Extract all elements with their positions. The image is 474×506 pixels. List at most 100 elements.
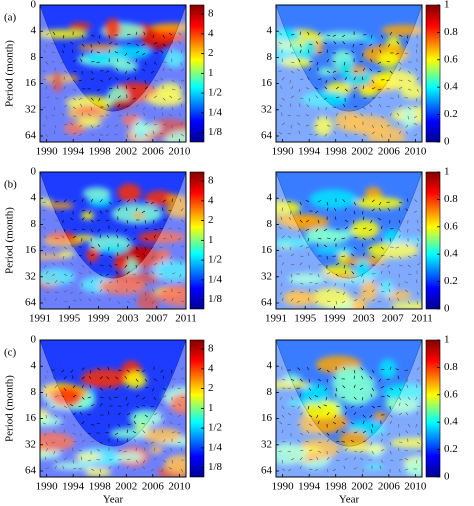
field-blob <box>153 260 186 282</box>
phase-arrow <box>299 412 303 416</box>
phase-arrow <box>153 95 157 99</box>
phase-arrow <box>343 246 346 251</box>
phase-arrow <box>317 420 320 425</box>
phase-arrow <box>388 297 391 302</box>
colorbar-tick-label: 1 <box>444 334 450 346</box>
phase-arrow <box>296 300 301 303</box>
phase-arrow <box>407 264 411 268</box>
phase-arrow <box>369 414 373 418</box>
phase-arrow <box>45 291 50 294</box>
phase-arrow <box>289 441 292 446</box>
phase-arrow <box>99 468 102 473</box>
phase-arrow <box>87 459 92 462</box>
phase-arrow <box>180 245 185 248</box>
x-tick-label: 1995 <box>58 313 81 325</box>
phase-arrow <box>90 61 95 63</box>
colorbar-tick-label: 0 <box>444 471 450 483</box>
phase-arrow <box>63 123 68 126</box>
phase-arrow <box>135 104 139 108</box>
phase-arrow <box>99 376 103 380</box>
phase-arrow <box>370 219 373 224</box>
phase-arrow <box>54 279 58 284</box>
heatmap-field <box>40 172 186 309</box>
phase-arrow <box>398 104 402 108</box>
phase-arrow <box>63 133 68 135</box>
x-tick-label: 1994 <box>62 481 85 493</box>
phase-arrow <box>353 431 358 434</box>
phase-arrow <box>153 412 158 416</box>
phase-arrow <box>162 67 165 72</box>
phase-arrow <box>299 378 303 382</box>
phase-arrow <box>99 79 104 82</box>
phase-arrow <box>153 457 157 461</box>
phase-arrow <box>54 291 59 294</box>
field-blob <box>169 393 186 415</box>
phase-arrow <box>341 431 346 434</box>
phase-arrow <box>126 385 130 389</box>
phase-arrow <box>287 132 292 135</box>
phase-arrow <box>395 246 400 249</box>
field-blob <box>276 237 313 249</box>
y-tick-label: 4 <box>31 192 37 204</box>
phase-arrow <box>162 97 166 101</box>
phase-arrow <box>63 70 68 73</box>
phase-arrow <box>371 131 375 135</box>
colorbar-tick-label: 4 <box>208 27 214 39</box>
phase-arrow <box>171 459 174 464</box>
phase-arrow <box>52 262 56 266</box>
phase-arrow <box>297 405 301 409</box>
phase-arrow <box>180 396 185 399</box>
field-blob <box>382 229 403 245</box>
phase-arrow <box>180 300 185 303</box>
phase-arrow <box>307 252 310 257</box>
phase-arrow <box>126 412 131 416</box>
phase-arrow <box>353 76 356 81</box>
phase-arrow <box>160 369 164 373</box>
phase-arrow <box>54 384 58 389</box>
phase-arrow <box>344 115 346 120</box>
phase-arrow <box>88 298 92 302</box>
x-tick-label: 1991 <box>29 313 51 325</box>
field-blob <box>40 198 53 205</box>
colorbar-tick-label: 0.8 <box>444 193 458 205</box>
y-tick-label: 64 <box>261 465 273 477</box>
phase-arrow <box>353 450 358 453</box>
phase-arrow <box>99 288 103 293</box>
phase-arrow <box>317 378 322 382</box>
phase-arrow <box>117 95 121 99</box>
phase-arrow <box>371 405 375 409</box>
phase-arrow <box>98 97 101 102</box>
phase-arrow <box>150 201 155 205</box>
panel-label: (c) <box>4 347 17 359</box>
phase-arrow <box>278 132 283 135</box>
phase-arrow <box>141 369 146 373</box>
phase-arrow <box>106 288 110 293</box>
phase-arrow <box>353 133 358 136</box>
phase-arrow <box>344 76 348 81</box>
phase-arrow <box>370 441 373 446</box>
phase-arrow <box>406 378 409 383</box>
phase-arrow <box>362 440 367 443</box>
colorbar <box>425 171 441 310</box>
y-tick-label: 32 <box>261 270 272 282</box>
phase-arrow <box>81 421 85 425</box>
phase-arrow <box>405 430 409 434</box>
phase-arrow <box>70 41 74 45</box>
phase-arrow <box>115 77 119 81</box>
phase-arrow <box>90 97 94 101</box>
phase-arrow <box>159 132 164 135</box>
phase-arrow <box>371 112 373 117</box>
phase-arrow <box>42 210 47 212</box>
phase-arrow <box>368 43 373 47</box>
colorbar-tick-label: 0.8 <box>444 26 458 38</box>
phase-arrow <box>116 438 119 443</box>
field-blob <box>281 57 313 68</box>
phase-arrow <box>179 85 182 90</box>
phase-arrow <box>108 94 111 99</box>
phase-arrow <box>141 43 146 46</box>
x-tick-label: 1998 <box>89 481 112 493</box>
phase-arrow <box>107 366 110 371</box>
phase-arrow <box>54 420 57 425</box>
y-tick-label: 16 <box>261 244 273 256</box>
phase-arrow <box>314 468 319 472</box>
